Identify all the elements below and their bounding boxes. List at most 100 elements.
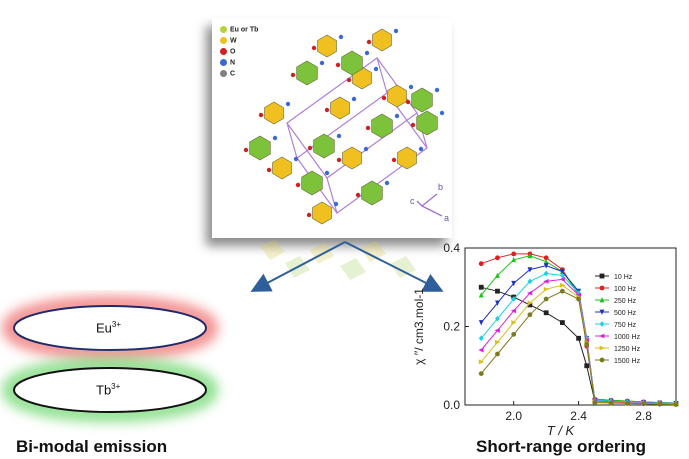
data-point (584, 363, 590, 369)
arrow-to-emission (250, 241, 346, 292)
oxygen-atom (266, 167, 272, 173)
data-point (543, 296, 549, 302)
tungsten-polyhedron (312, 201, 332, 225)
eu-ring (13, 305, 207, 351)
data-point (592, 400, 598, 406)
data-point (495, 315, 500, 322)
data-point (511, 331, 517, 337)
data-point (641, 401, 646, 407)
data-point (624, 401, 630, 406)
data-point (576, 296, 582, 302)
oxygen-atom (346, 77, 352, 83)
nitrogen-atom (364, 50, 370, 56)
eu-label: Eu3+ (96, 320, 122, 336)
data-point (495, 300, 500, 306)
nitrogen-atom (293, 156, 299, 162)
nitrogen-atom (324, 170, 330, 176)
lanthanide-polyhedron (249, 135, 271, 161)
oxygen-atom (295, 182, 301, 188)
data-point (559, 282, 566, 288)
legend-label: 1000 Hz (614, 334, 641, 341)
data-point (527, 290, 533, 296)
legend-label: 10 Hz (614, 274, 633, 281)
lanthanide-polyhedron (371, 113, 393, 139)
nitrogen-atom (418, 146, 424, 152)
oxygen-atom (365, 125, 371, 131)
legend-label: N (230, 59, 236, 67)
tb-glow (2, 358, 218, 422)
data-point (511, 320, 517, 325)
tungsten-polyhedron (342, 146, 362, 170)
data-point (511, 296, 517, 302)
tungsten-polyhedron (264, 101, 284, 125)
arrow-to-magnetism (344, 241, 444, 292)
data-point (495, 288, 500, 294)
legend-label: W (230, 37, 237, 45)
data-point (478, 292, 484, 298)
legend-label: O (230, 48, 236, 56)
nitrogen-atom (363, 146, 369, 152)
legend-label: 750 Hz (614, 322, 637, 329)
oxygen-atom (290, 72, 296, 78)
oxygen-atom (311, 45, 317, 51)
nitrogen-atom (394, 113, 400, 119)
lanthanide-polyhedron (313, 133, 335, 159)
x-axis-label: T / K (547, 423, 576, 438)
data-point (543, 263, 549, 269)
data-point (478, 261, 484, 267)
data-point (511, 280, 517, 287)
data-point (495, 339, 501, 345)
ac-susceptibility-chart: 2.0 2.4 2.8 0.0 0.2 0.4 T / K χ ′′/ cm3.mol-1 10… (412, 241, 679, 438)
legend-label: Eu or Tb (230, 26, 259, 34)
legend-label: 1500 Hz (614, 358, 641, 365)
tb-ring (13, 367, 207, 413)
nitrogen-atom (319, 60, 325, 66)
lanthanide-polyhedron (296, 60, 318, 86)
data-point (543, 286, 550, 292)
data-point (510, 308, 517, 314)
data-point (478, 284, 484, 290)
nitrogen-atom (333, 201, 339, 207)
data-point (527, 302, 533, 308)
crystal-structure-image: b c a (243, 28, 449, 225)
lanthanide-polyhedron (301, 170, 323, 196)
data-point (559, 320, 565, 325)
emission-rings (2, 296, 218, 422)
tungsten-polyhedron (387, 84, 407, 108)
legend-dot-icon (220, 70, 227, 77)
x-tick-label: 2.0 (505, 409, 522, 423)
data-point (478, 347, 484, 353)
y-tick-label: 0.0 (443, 398, 460, 412)
data-point (495, 255, 500, 261)
legend-item: O (220, 48, 235, 55)
tb-label: Tb3+ (96, 382, 121, 398)
nitrogen-atom (336, 133, 342, 139)
data-point (494, 328, 500, 333)
data-point (527, 312, 533, 318)
data-point (543, 255, 549, 261)
data-point (478, 359, 485, 365)
legend-dot-icon (220, 26, 227, 33)
data-point (559, 277, 565, 282)
nitrogen-atom (285, 101, 291, 107)
legend-item: W (220, 37, 237, 44)
data-point (599, 345, 605, 351)
data-point (543, 278, 549, 284)
series-line (480, 255, 677, 404)
data-point (543, 310, 549, 316)
plot-frame (464, 247, 677, 406)
legend-item: Eu or Tb (220, 26, 258, 33)
crystal-reflection (230, 238, 440, 308)
lanthanide-polyhedron (361, 180, 383, 206)
oxygen-atom (336, 157, 342, 163)
data-point (527, 252, 533, 259)
nitrogen-atom (434, 87, 440, 93)
oxygen-atom (366, 39, 372, 45)
data-point (478, 320, 484, 326)
series-line (480, 265, 677, 404)
data-point (599, 333, 605, 339)
data-point (478, 371, 484, 376)
oxygen-atom (405, 99, 411, 105)
data-point (511, 256, 517, 263)
legend-item: N (220, 59, 235, 66)
